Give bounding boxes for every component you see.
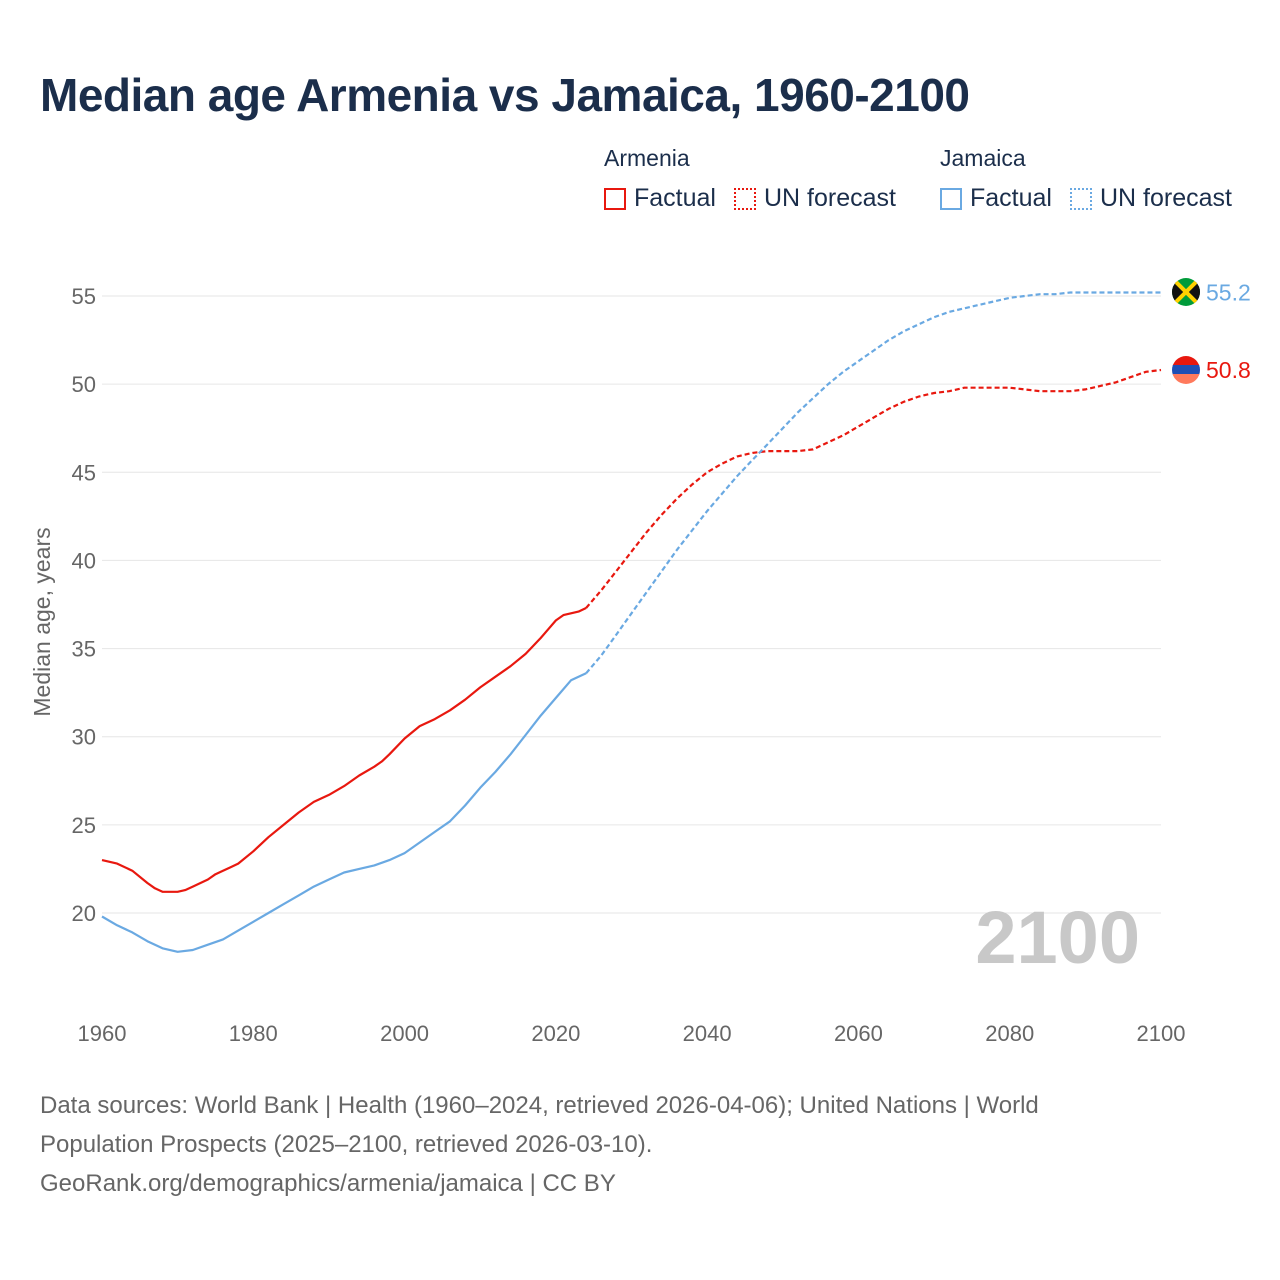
legend-group-armenia: Armenia Factual UN forecast: [604, 145, 914, 213]
x-tick-label: 2080: [985, 1021, 1034, 1046]
source-line-2: Population Prospects (2025–2100, retriev…: [40, 1131, 653, 1158]
y-tick-label: 20: [72, 901, 96, 926]
y-tick-label: 25: [72, 813, 96, 838]
series-lines: [101, 291, 1162, 953]
y-axis-label: Median age, years: [29, 527, 55, 716]
source-line-3: GeoRank.org/demographics/armenia/jamaica…: [40, 1170, 616, 1197]
x-tick-label: 2060: [834, 1021, 883, 1046]
x-tick-label: 2040: [683, 1021, 732, 1046]
jamaica-end-label: 55.2: [1206, 279, 1251, 305]
legend-item-jamaica-forecast[interactable]: UN forecast: [1069, 184, 1232, 213]
y-tick-label: 30: [72, 725, 96, 750]
legend-group-jamaica: Jamaica Factual UN forecast: [940, 145, 1232, 213]
y-tick-label: 55: [72, 284, 96, 309]
jamaica-forecast-line: [585, 291, 1161, 675]
legend-item-jamaica-factual[interactable]: Factual: [940, 184, 1052, 213]
x-tick-label: 2020: [531, 1021, 580, 1046]
x-tick-label: 1980: [229, 1021, 278, 1046]
y-tick-label: 40: [72, 548, 96, 573]
armenia-factual-line: [101, 607, 587, 893]
gridlines: [102, 295, 1161, 914]
legend-item-armenia-factual[interactable]: Factual: [604, 184, 716, 213]
legend-label: Factual: [634, 184, 716, 212]
legend-swatch-solid: [604, 187, 626, 210]
armenia-flag-icon: [1172, 356, 1200, 384]
line-chart: 20 25 30 35 40 45 50 55 1960 1980 2000 2020 2040 206…: [29, 278, 1251, 1046]
armenia-end-label: 50.8: [1206, 357, 1251, 383]
source-note: Data sources: World Bank | Health (1960–…: [40, 1086, 1220, 1203]
legend-swatch-solid: [940, 187, 962, 210]
year-watermark: 2100: [975, 896, 1140, 979]
y-tick-label: 35: [72, 637, 96, 662]
x-tick-label: 2100: [1137, 1021, 1186, 1046]
legend-swatch-dotted: [1069, 187, 1092, 210]
end-markers: [1172, 278, 1200, 384]
x-tick-label: 1960: [78, 1021, 127, 1046]
chart-title: Median age Armenia vs Jamaica, 1960-2100: [40, 69, 970, 121]
armenia-forecast-line: [585, 368, 1162, 609]
y-tick-label: 45: [72, 460, 96, 485]
legend-label: UN forecast: [763, 184, 896, 212]
legend-group-name: Armenia: [604, 145, 690, 171]
legend-swatch-dotted: [733, 187, 756, 210]
x-tick-label: 2000: [380, 1021, 429, 1046]
legend-item-armenia-forecast[interactable]: UN forecast: [733, 184, 896, 213]
legend-label: UN forecast: [1099, 184, 1232, 212]
y-axis-ticks: 20 25 30 35 40 45 50 55: [72, 284, 96, 926]
end-labels: 50.8 55.2: [1206, 279, 1251, 383]
y-tick-label: 50: [72, 372, 96, 397]
source-line-1: Data sources: World Bank | Health (1960–…: [40, 1092, 1039, 1119]
jamaica-flag-icon: [1172, 278, 1200, 306]
legend-group-name: Jamaica: [940, 145, 1026, 171]
legend-label: Factual: [970, 184, 1052, 212]
x-axis-ticks: 1960 1980 2000 2020 2040 2060 2080 2100: [78, 1021, 1186, 1046]
jamaica-factual-line: [101, 672, 587, 953]
